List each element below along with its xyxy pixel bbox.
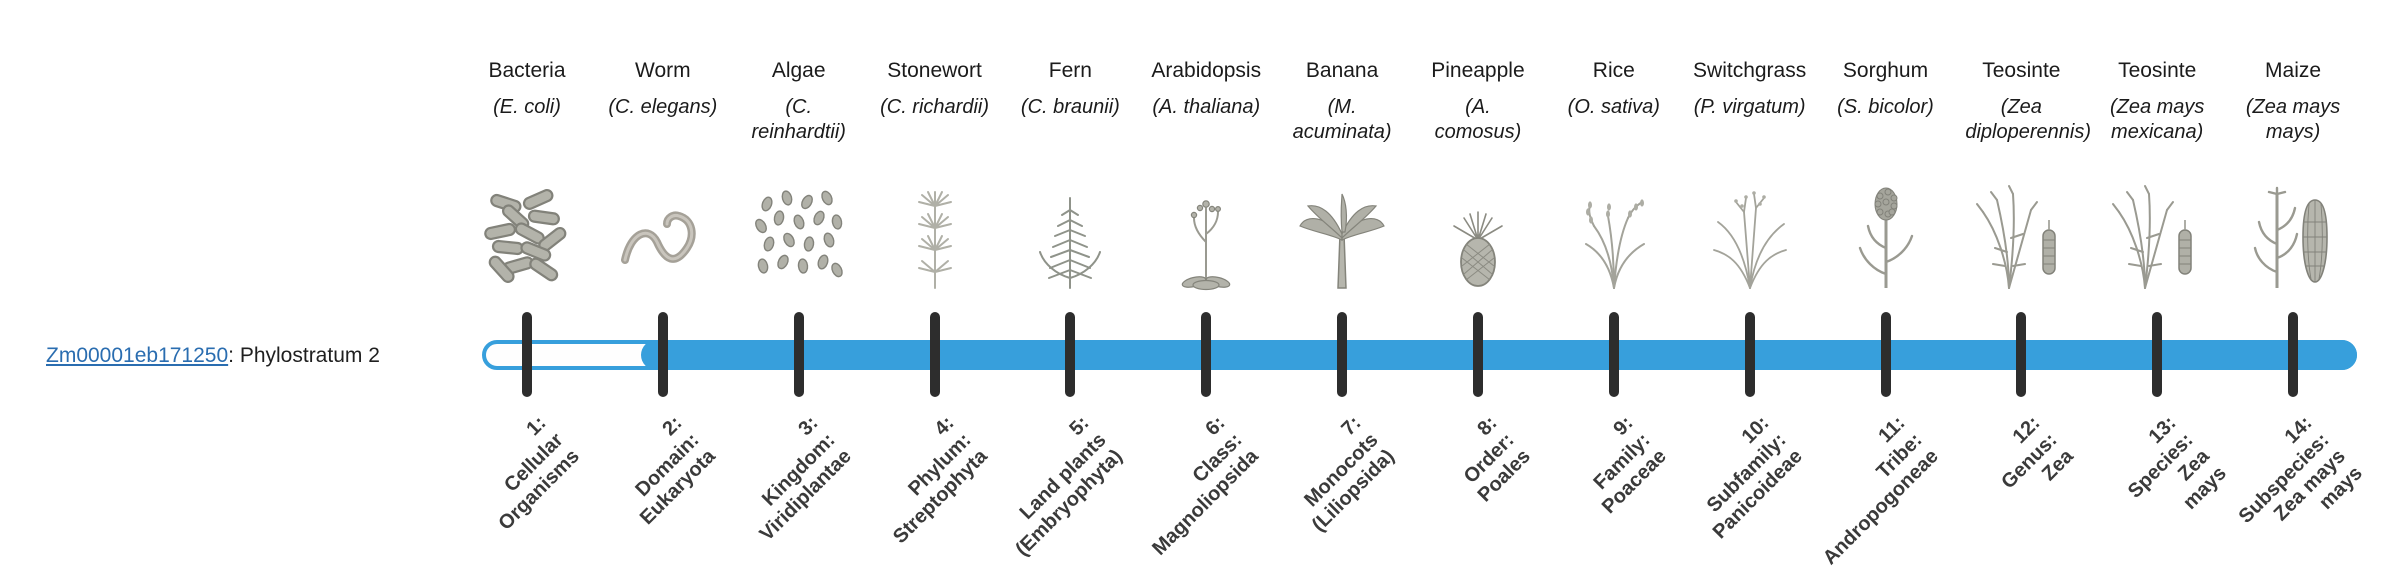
organism-name: Bacteria: [488, 59, 566, 82]
pineapple-illustration-icon: [1400, 178, 1556, 292]
bacteria-illustration-icon: [449, 178, 605, 292]
stratum-tick-8: [1472, 312, 1483, 397]
rice-illustration-icon: [1536, 178, 1692, 292]
banana-illustration-icon: [1264, 178, 1420, 292]
organism-name: Arabidopsis: [1151, 59, 1262, 82]
organism-latin-name: (Zea diploperennis): [1965, 96, 2091, 144]
stratum-tick-9: [1608, 312, 1619, 397]
stratum-column-11: Sorghum (S. bicolor): [1808, 58, 1964, 292]
organism-name: Banana: [1305, 59, 1379, 82]
organism-name: Pineapple: [1431, 59, 1525, 82]
stratum-tick-3: [793, 312, 804, 397]
teosinte-illustration-icon: [1943, 178, 2099, 292]
organism-name: Rice: [1592, 59, 1635, 82]
stratum-tick-6: [1201, 312, 1212, 397]
organism-name: Teosinte: [2118, 59, 2197, 82]
stratum-tick-5: [1065, 312, 1076, 397]
stratum-tick-2: [657, 312, 668, 397]
stratum-tick-1: [522, 312, 532, 397]
organism-latin-name: (P. virgatum): [1693, 96, 1806, 119]
stratum-column-5: Fern (C. braunii): [992, 58, 1148, 292]
maize-illustration-icon: [2215, 178, 2371, 292]
organism-name: Maize: [2265, 59, 2322, 82]
organism-name: Worm: [635, 59, 691, 82]
gene-phylostratum-text: : Phylostratum 2: [228, 344, 380, 367]
organism-latin-name: (E. coli): [493, 96, 561, 119]
organism-latin-name: (A. thaliana): [1152, 96, 1261, 119]
teosinte-illustration-icon: [2079, 178, 2235, 292]
stratum-column-9: Rice (O. sativa): [1536, 58, 1692, 292]
stonewort-illustration-icon: [857, 178, 1013, 292]
algae-illustration-icon: [721, 178, 877, 292]
sorghum-illustration-icon: [1808, 178, 1964, 292]
stratum-column-3: Algae (C. reinhardtii): [721, 58, 877, 292]
organism-name: Fern: [1048, 59, 1092, 82]
organism-latin-name: (Zea mays mexicana): [2109, 96, 2205, 144]
stratum-tick-4: [929, 312, 940, 397]
stratum-tick-7: [1337, 312, 1348, 397]
stratum-column-10: Switchgrass (P. virgatum): [1672, 58, 1828, 292]
organism-latin-name: (Zea mays mays): [2245, 96, 2341, 144]
organism-latin-name: (M. acuminata): [1292, 96, 1392, 144]
organism-latin-name: (O. sativa): [1567, 96, 1660, 119]
switchgrass-illustration-icon: [1672, 178, 1828, 292]
stratum-column-6: Arabidopsis (A. thaliana): [1128, 58, 1284, 292]
organism-latin-name: (C. elegans): [608, 96, 718, 119]
worm-illustration-icon: [585, 178, 741, 292]
stratum-tick-10: [1744, 312, 1755, 397]
organism-latin-name: (C. richardii): [880, 96, 989, 119]
arabidopsis-illustration-icon: [1128, 178, 1284, 292]
stratum-tick-12: [2016, 312, 2027, 397]
organism-name: Sorghum: [1842, 59, 1929, 82]
organism-name: Algae: [771, 59, 826, 82]
stratum-column-1: Bacteria (E. coli): [449, 58, 605, 292]
stratum-column-8: Pineapple (A. comosus): [1400, 58, 1556, 292]
stratum-column-14: Maize (Zea mays mays): [2215, 58, 2371, 292]
stratum-column-7: Banana (M. acuminata): [1264, 58, 1420, 292]
phylostratum-bar-fill: [641, 340, 2357, 370]
organism-latin-name: (C. braunii): [1020, 96, 1120, 119]
organism-latin-name: (A. comosus): [1434, 96, 1522, 144]
stratum-column-4: Stonewort (C. richardii): [857, 58, 1013, 292]
organism-latin-name: (S. bicolor): [1837, 96, 1934, 119]
stratum-tick-14: [2288, 312, 2299, 397]
stratum-column-12: Teosinte (Zea diploperennis): [1943, 58, 2099, 292]
gene-label: Zm00001eb171250: Phylostratum 2: [46, 344, 380, 368]
organism-name: Switchgrass: [1693, 59, 1807, 82]
organism-latin-name: (C. reinhardtii): [751, 96, 846, 144]
organism-name: Teosinte: [1982, 59, 2061, 82]
organism-name: Stonewort: [887, 59, 982, 82]
gene-id-link[interactable]: Zm00001eb171250: [46, 344, 229, 367]
stratum-column-2: Worm (C. elegans): [585, 58, 741, 292]
stratum-tick-11: [1880, 312, 1891, 397]
fern-illustration-icon: [992, 178, 1148, 292]
stratum-column-13: Teosinte (Zea mays mexicana): [2079, 58, 2235, 292]
stratum-tick-13: [2152, 312, 2163, 397]
